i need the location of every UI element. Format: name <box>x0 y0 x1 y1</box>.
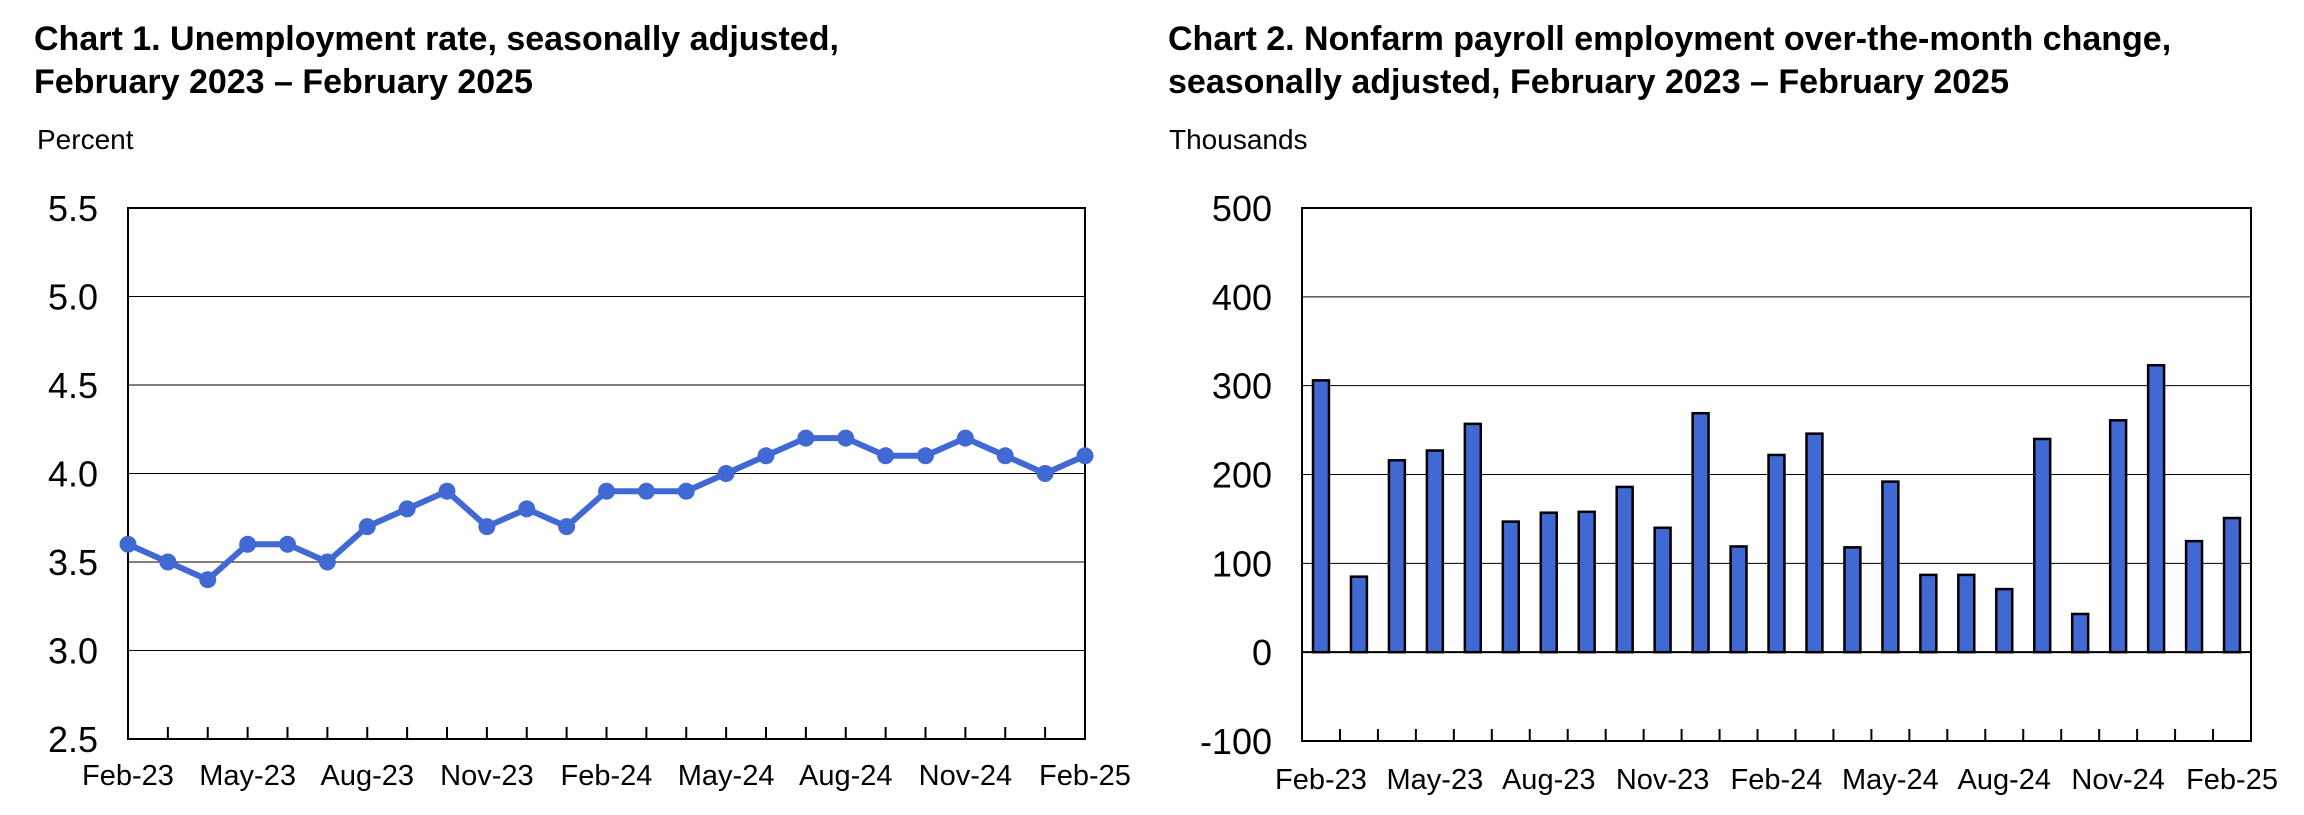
chart-2-bar <box>1805 432 1824 654</box>
unemployment-chart-panel: Chart 1. Unemployment rate, seasonally a… <box>0 0 1150 815</box>
chart-2-y-tick-label: 100 <box>1212 543 1272 584</box>
chart-1-y-tick-label: 2.5 <box>48 719 98 760</box>
chart-2-x-tick-label: Feb-23 <box>1275 764 1367 796</box>
chart-2-title-line-1: Chart 2. Nonfarm payroll employment over… <box>1168 20 2172 58</box>
chart-1-data-point <box>478 518 496 536</box>
chart-2-y-unit-label: Thousands <box>1169 124 1308 155</box>
chart-2-bar <box>2070 612 2090 654</box>
chart-2-bar <box>1995 587 2014 654</box>
chart-2-y-tick-label: 500 <box>1212 188 1272 229</box>
chart-2-y-tick-label: -100 <box>1200 721 1272 762</box>
chart-2-bar <box>1957 573 1976 654</box>
chart-1-data-point <box>358 518 376 536</box>
chart-1-data-point <box>1076 447 1094 465</box>
chart-2-bar <box>2184 539 2204 654</box>
chart-2-bar <box>2222 516 2242 654</box>
chart-1-y-unit-label: Percent <box>37 124 134 155</box>
chart-1-data-point <box>558 518 576 536</box>
chart-1-data-point <box>279 535 296 553</box>
payroll-bar-chart: -100 0 100 200 300 400 500 Feb-23 May-23 Aug-23 No… <box>1200 188 2278 796</box>
chart-2-plot-frame <box>1301 207 2252 742</box>
chart-1-data-point <box>717 465 735 482</box>
chart-2-bar <box>1843 546 1862 654</box>
chart-1-y-tick-label: 3.0 <box>48 631 98 672</box>
chart-1-x-tick-label: May-24 <box>678 760 775 792</box>
chart-2-bar <box>1615 485 1634 654</box>
chart-1-data-point <box>159 553 177 571</box>
chart-2-y-tick-label: 0 <box>1252 632 1272 673</box>
chart-1-title-line-2: February 2023 – February 2025 <box>34 63 533 101</box>
chart-1-data-point <box>996 447 1014 465</box>
chart-2-bar <box>1767 453 1786 654</box>
chart-1-y-tick-label: 5.5 <box>48 188 98 229</box>
chart-1-data-point <box>956 429 974 447</box>
chart-2-x-tick-label: Nov-24 <box>2071 764 2165 796</box>
chart-1-x-tick-label: Nov-23 <box>440 760 534 792</box>
chart-1-x-tick-label: May-23 <box>199 760 296 792</box>
chart-2-bar <box>1349 575 1369 654</box>
chart-2-bar <box>1729 545 1748 654</box>
chart-1-data-point <box>398 500 416 518</box>
chart-1-data-point <box>598 482 615 500</box>
chart-2-x-tick-label: Nov-23 <box>1616 764 1710 796</box>
chart-1-data-point <box>757 447 775 465</box>
chart-2-bar <box>2108 419 2128 654</box>
chart-1-y-tick-label: 4.0 <box>48 454 98 495</box>
chart-1-data-point <box>199 571 217 589</box>
chart-2-bar <box>1919 573 1938 654</box>
chart-2-bar <box>1501 520 1521 654</box>
chart-1-data-point <box>438 482 456 500</box>
chart-2-bar <box>1311 379 1331 654</box>
chart-2-bar <box>1425 449 1445 654</box>
chart-1-data-point <box>877 447 895 465</box>
chart-1-x-tick-label: Feb-23 <box>82 760 174 792</box>
chart-1-title-line-1: Chart 1. Unemployment rate, seasonally a… <box>34 20 839 58</box>
chart-1-data-point <box>518 500 536 518</box>
chart-1-y-tick-label: 4.5 <box>48 365 98 406</box>
chart-2-bar <box>1691 411 1710 654</box>
chart-2-x-tick-label: Aug-24 <box>1958 764 2052 796</box>
chart-2-y-tick-label: 300 <box>1212 366 1272 407</box>
chart-2-x-tick-label: May-24 <box>1842 764 1939 796</box>
chart-2-bar <box>1539 511 1558 654</box>
chart-2-bar <box>2032 437 2052 654</box>
chart-1-data-point <box>239 535 257 553</box>
chart-1-x-tick-label: Feb-24 <box>561 760 653 792</box>
payroll-chart-panel: Chart 2. Nonfarm payroll employment over… <box>1150 0 2304 815</box>
chart-1-data-point <box>318 553 336 571</box>
chart-2-bar <box>1653 526 1672 654</box>
chart-1-title: Chart 1. Unemployment rate, seasonally a… <box>34 18 1134 104</box>
chart-2-x-tick-label: Aug-23 <box>1502 764 1596 796</box>
chart-2-bar <box>1387 459 1407 654</box>
chart-1-data-point <box>677 482 695 500</box>
chart-1-x-tick-label: Feb-25 <box>1039 760 1131 792</box>
chart-2-x-tick-label: Feb-25 <box>2186 764 2278 796</box>
chart-1-y-tick-label: 5.0 <box>48 277 98 318</box>
chart-1-x-tick-label: Aug-23 <box>320 760 414 792</box>
chart-1-data-point <box>837 429 855 447</box>
chart-1-data-point <box>637 482 655 500</box>
chart-2-x-tick-label: Feb-24 <box>1731 764 1823 796</box>
chart-2-bar <box>2146 363 2166 654</box>
chart-2-y-tick-label: 200 <box>1212 455 1272 496</box>
chart-2-bar <box>1463 422 1483 654</box>
chart-1-data-point <box>119 535 137 553</box>
chart-1-x-tick-label: Nov-24 <box>919 760 1013 792</box>
chart-1-y-tick-label: 3.5 <box>48 542 98 583</box>
chart-1-series-line <box>126 435 1087 583</box>
chart-1-data-point <box>917 447 934 465</box>
unemployment-line-chart: 2.5 3.0 3.5 4.0 4.5 5.0 5.5 Feb-23 May-23 Aug-23 N… <box>48 188 1131 792</box>
chart-2-bar <box>1577 510 1596 654</box>
chart-2-x-tick-label: May-23 <box>1387 764 1484 796</box>
chart-2-title: Chart 2. Nonfarm payroll employment over… <box>1168 18 2298 104</box>
chart-1-data-point <box>1036 465 1054 482</box>
chart-1-x-tick-label: Aug-24 <box>799 760 893 792</box>
chart-1-data-point <box>797 429 815 447</box>
chart-2-bar <box>1881 480 1900 654</box>
chart-2-title-line-2: seasonally adjusted, February 2023 – Feb… <box>1168 63 2009 101</box>
chart-2-y-tick-label: 400 <box>1212 277 1272 318</box>
